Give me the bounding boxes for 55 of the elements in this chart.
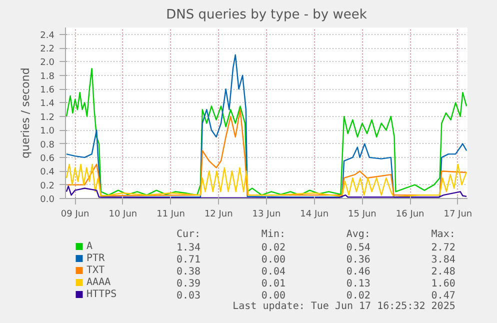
legend-label: TXT <box>86 265 105 276</box>
text: 0.00 <box>261 254 286 266</box>
y-tick-label: 2.2 <box>40 44 55 55</box>
text: 2.72 <box>431 242 456 254</box>
text: 1.34 <box>176 242 201 254</box>
text: Min: <box>261 229 286 240</box>
line-series <box>66 108 468 196</box>
text: Last update: Tue Jun 17 16:25:32 2025 <box>232 301 456 312</box>
text: 0.01 <box>261 278 286 290</box>
text: 0.54 <box>346 242 370 254</box>
x-tick-label: 17 Jun <box>444 210 472 220</box>
x-tick-label: 09 Jun <box>60 210 90 220</box>
legend-label: PTR <box>86 253 106 264</box>
x-tick-label: 12 Jun <box>204 210 233 220</box>
text: 0.00 <box>261 290 286 302</box>
y-tick-label: 2.4 <box>40 30 55 41</box>
y-tick-label: 1.0 <box>40 126 55 137</box>
y-tick-label: 1.8 <box>40 72 55 82</box>
legend-label: AAAA <box>86 277 111 288</box>
text: 0.02 <box>261 242 286 254</box>
x-tick-label: 13 Jun <box>252 210 281 220</box>
text: 0.03 <box>176 290 201 302</box>
y-tick-label: 2.0 <box>40 58 55 68</box>
chart-title: DNS queries by type - by week <box>166 8 368 22</box>
y-tick-label: 0.4 <box>40 168 55 178</box>
y-axis-title: queries / second <box>19 68 32 158</box>
y-tick-label: 0.2 <box>40 181 55 192</box>
legend-label: HTTPS <box>86 289 117 300</box>
x-tick-label: 16 Jun <box>396 210 424 220</box>
y-tick-label: 1.6 <box>40 86 55 96</box>
text: 0.46 <box>346 266 370 278</box>
x-tick-label: 11 Jun <box>156 210 185 220</box>
text: 0.39 <box>176 278 201 290</box>
text: Avg: <box>346 229 370 240</box>
text: 0.13 <box>346 278 370 290</box>
y-tick-label: 0.8 <box>40 140 55 150</box>
y-tick-label: 1.4 <box>40 99 55 110</box>
text: 3.84 <box>431 254 456 266</box>
text: 0.38 <box>176 266 201 278</box>
y-tick-label: 1.2 <box>40 112 55 123</box>
text: 0.47 <box>431 290 456 302</box>
legend-label: A <box>86 241 93 252</box>
y-tick-label: 0.6 <box>40 154 55 164</box>
text: 0.02 <box>346 290 370 302</box>
text: 2.48 <box>431 266 456 278</box>
text: 1.60 <box>431 278 456 290</box>
x-tick-label: 14 Jun <box>300 210 329 220</box>
text: Max: <box>431 229 456 240</box>
x-tick-label: 15 Jun <box>348 210 376 220</box>
text: 0.36 <box>346 254 370 266</box>
y-tick-label: 0.0 <box>40 195 55 205</box>
x-tick-label: 10 Jun <box>108 210 138 220</box>
text: Cur: <box>176 229 201 240</box>
text: 0.71 <box>176 254 201 266</box>
text: 0.04 <box>261 266 286 278</box>
